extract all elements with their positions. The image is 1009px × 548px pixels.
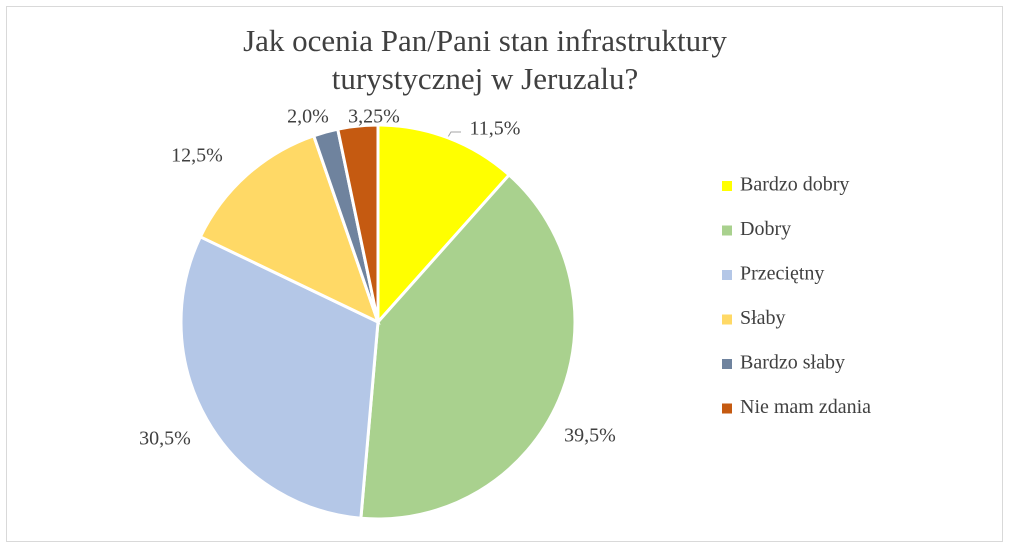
legend-swatch (722, 270, 732, 280)
pie-slice (179, 234, 380, 520)
legend-swatch (722, 403, 732, 414)
legend-label: Bardzo dobry (740, 174, 849, 196)
legend-label: Słaby (740, 307, 786, 329)
legend-label: Dobry (740, 218, 791, 240)
legend-label: Nie mam zdania (740, 396, 871, 418)
pie-slice (359, 172, 577, 521)
legend-label: Przeciętny (740, 263, 824, 285)
legend-swatch (722, 225, 732, 236)
data-label: 30,5% (139, 428, 191, 450)
pie-slice (198, 133, 381, 325)
legend-swatch (722, 359, 732, 369)
chart-frame (6, 6, 1003, 542)
chart-title: Jak ocenia Pan/Pani stan infrastruktury … (243, 23, 727, 96)
leader-line (447, 131, 461, 138)
data-label: 12,5% (171, 145, 223, 167)
pie-slice (335, 123, 380, 323)
pie-slice (376, 123, 512, 326)
legend-label: Bardzo słaby (740, 352, 845, 374)
legend-swatch (722, 314, 732, 325)
data-label: 11,5% (470, 118, 521, 140)
data-label: 3,25% (348, 106, 400, 128)
legend-swatch (722, 181, 732, 191)
data-label: 2,0% (287, 106, 329, 128)
data-label: 39,5% (564, 425, 616, 447)
